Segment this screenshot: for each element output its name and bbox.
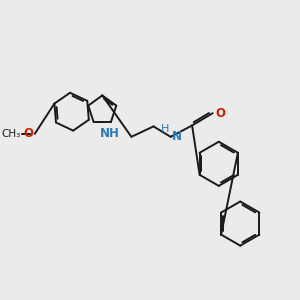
Text: N: N	[172, 130, 182, 143]
Text: NH: NH	[100, 127, 119, 140]
Text: CH₃: CH₃	[2, 129, 21, 139]
Text: O: O	[216, 107, 226, 120]
Text: O: O	[23, 127, 33, 140]
Text: H: H	[161, 124, 169, 134]
